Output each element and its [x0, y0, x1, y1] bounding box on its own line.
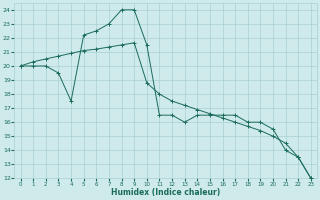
X-axis label: Humidex (Indice chaleur): Humidex (Indice chaleur): [111, 188, 220, 197]
